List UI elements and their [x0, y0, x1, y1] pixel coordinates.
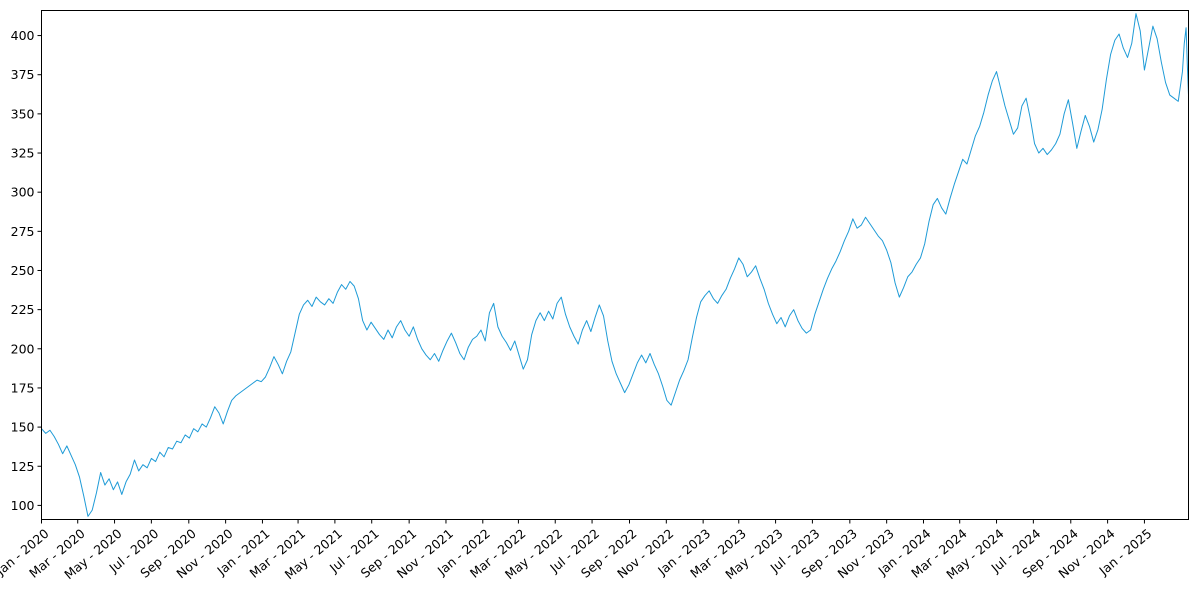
y-tick-label: 400: [11, 28, 35, 43]
y-tick-label: 300: [11, 185, 35, 200]
y-tick-label: 225: [11, 302, 35, 317]
plot-frame: [41, 10, 1189, 520]
y-tick-label: 250: [11, 263, 35, 278]
y-tick-label: 325: [11, 146, 35, 161]
y-tick-label: 100: [11, 498, 35, 513]
y-tick-label: 200: [11, 341, 35, 356]
y-tick-label: 125: [11, 459, 35, 474]
plot-area: [41, 13, 1189, 517]
series-line: [41, 13, 1189, 517]
y-tick-label: 350: [11, 106, 35, 121]
y-tick-label: 175: [11, 380, 35, 395]
y-tick-label: 275: [11, 224, 35, 239]
y-tick-label: 375: [11, 67, 35, 82]
y-tick-label: 150: [11, 420, 35, 435]
y-axis: 100 125 150 175 200 225 250 275 300 325 350 375 400: [11, 28, 42, 513]
